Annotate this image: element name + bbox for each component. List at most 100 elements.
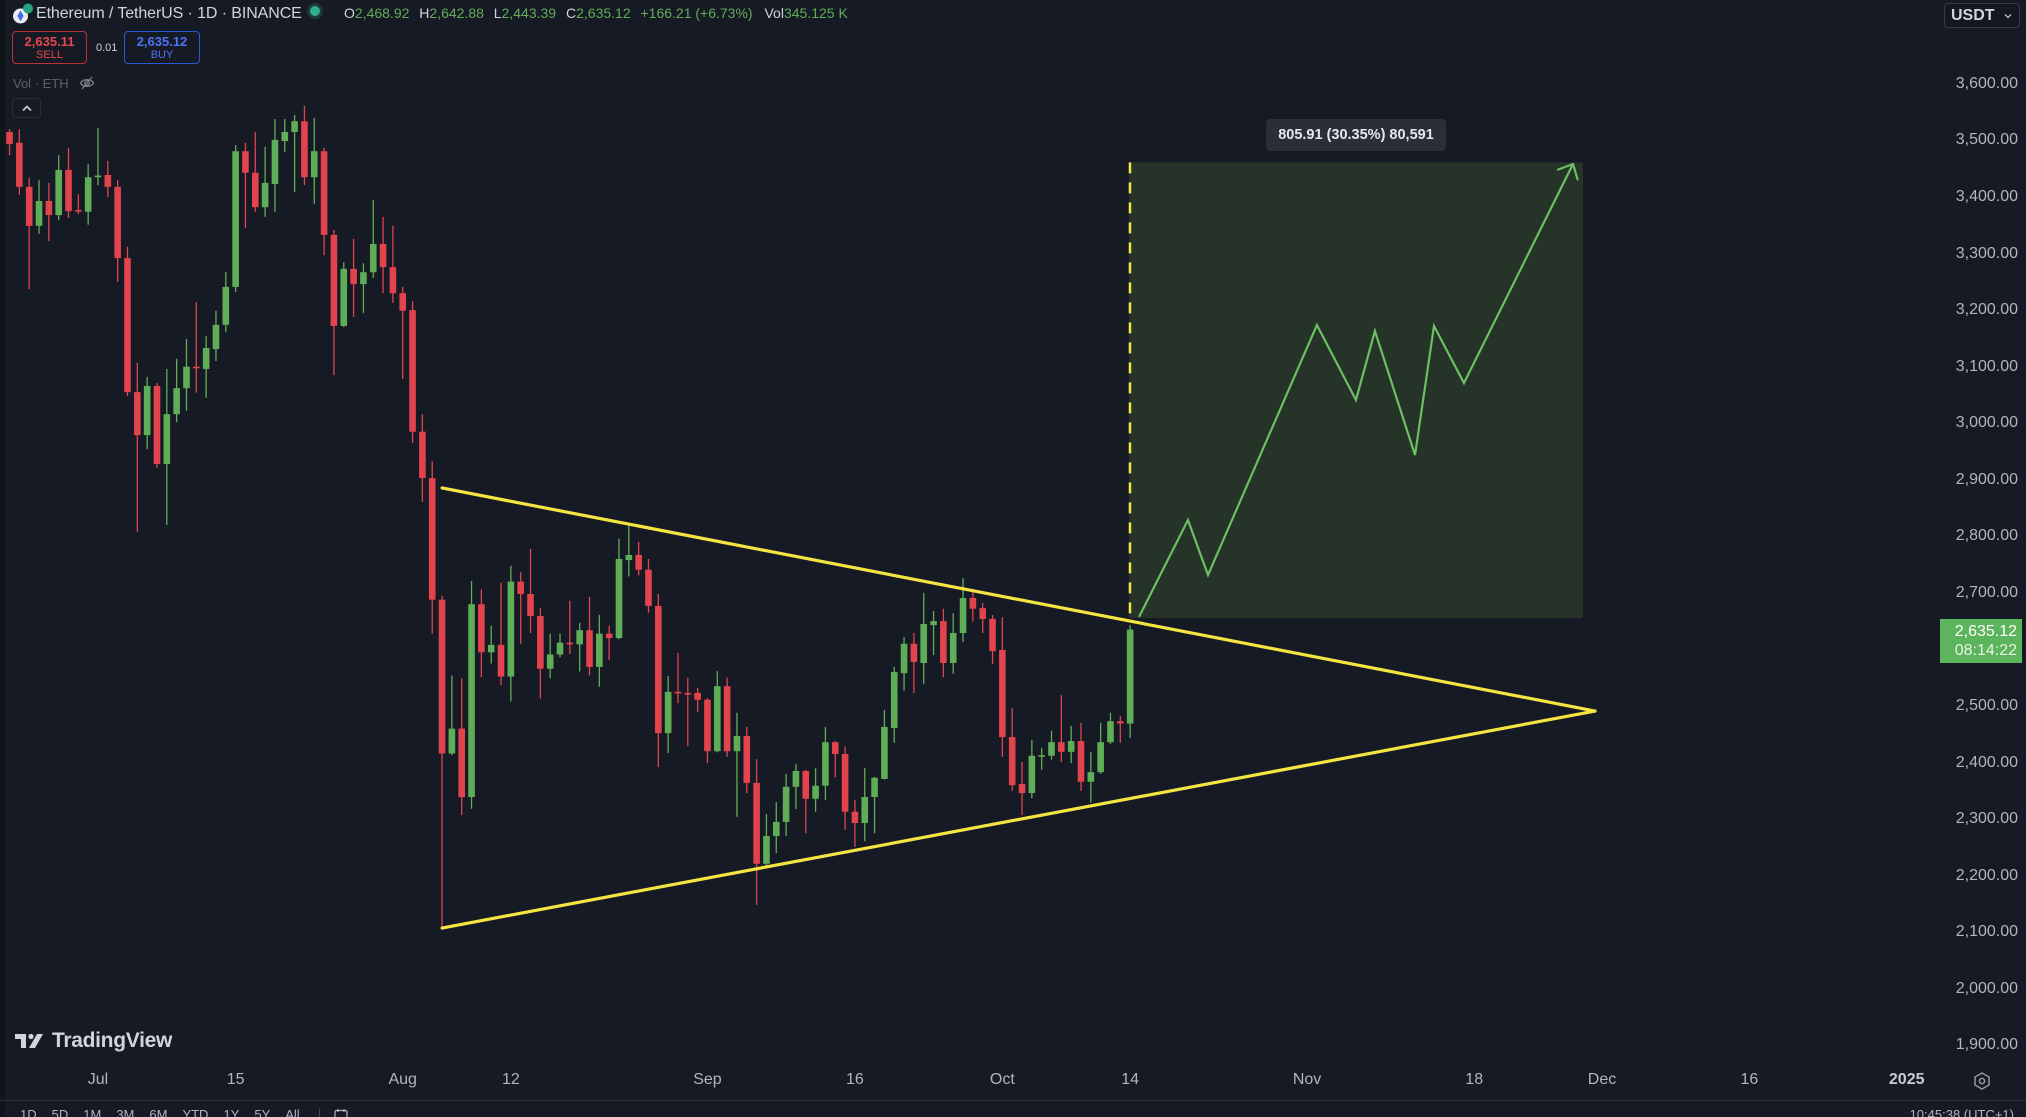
candle [792,764,800,809]
volume-indicator-legend[interactable]: Vol · ETH [13,75,95,91]
candle [55,155,62,221]
candle [753,759,760,906]
candle [16,129,23,195]
time-axis-label: Aug [388,1071,417,1088]
date-range-toolbar: 1D 5D 1M 3M 6M YTD 1Y 5Y All [20,1107,348,1117]
price-axis-label: 2,700.00 [1955,583,2018,601]
candle [1087,751,1095,803]
candle [743,726,751,794]
buy-price: 2,635.12 [136,34,188,49]
timezone-clock[interactable]: 10:45:38 (UTC+1) [1909,1107,2014,1117]
candle [517,571,524,644]
candle [704,698,711,764]
price-axis-label: 2,400.00 [1955,753,2018,771]
sell-button[interactable]: 2,635.11 SELL [12,31,87,64]
candle [153,383,161,468]
candle [419,414,426,502]
candle [173,358,180,423]
symbol-title[interactable]: Ethereum / TetherUS · 1D · BINANCE [36,5,302,22]
symbol-legend: Ethereum / TetherUS · 1D · BINANCE [12,3,302,25]
price-axis-label: 2,900.00 [1955,470,2018,488]
candle [822,726,829,800]
candle [949,613,957,674]
candle [448,675,456,756]
candle [1107,712,1114,744]
chevron-up-icon [21,105,32,112]
candle [723,677,731,757]
projection-range-box[interactable] [1128,162,1584,619]
candle [556,633,564,658]
candle [605,625,613,661]
candle [1077,722,1085,791]
candle [409,301,416,444]
candle [664,676,672,753]
candle [1018,761,1026,816]
candle [399,286,407,380]
tradingview-logo-text: TradingView [52,1029,173,1052]
axis-settings-icon[interactable] [1972,1071,1992,1091]
candle [242,142,249,229]
candle [812,768,819,812]
candle [183,338,190,411]
candle [301,105,308,186]
tradingview-logo[interactable]: TradingView [15,1029,172,1053]
range-5d[interactable]: 5D [51,1107,69,1117]
range-3m[interactable]: 3M [116,1107,135,1117]
projected-path-arrow[interactable] [1138,162,1579,618]
candle [733,712,741,817]
candle [438,595,446,928]
price-axis-label: 3,600.00 [1955,74,2018,92]
candle [674,652,682,704]
range-5y[interactable]: 5Y [254,1107,271,1117]
candle [330,229,338,376]
buy-label: BUY [150,49,174,61]
toolbar-divider [318,1107,320,1117]
candle [920,592,928,684]
calendar-icon[interactable] [334,1108,348,1117]
price-axis-label: 3,500.00 [1955,131,2018,149]
candle [281,118,289,152]
candle [979,603,987,634]
price-chart-plot[interactable] [0,0,1925,1063]
range-ytd[interactable]: YTD [182,1107,209,1117]
time-axis-label: Jul [87,1071,109,1088]
candle [291,115,298,192]
ethereum-logo-icon [12,3,34,25]
time-axis-label: 16 [846,1071,864,1088]
collapse-legend-button[interactable] [12,98,41,118]
candle [193,302,200,393]
range-1y[interactable]: 1Y [223,1107,240,1117]
candle [478,589,485,678]
candle [1028,739,1036,799]
range-1m[interactable]: 1M [83,1107,102,1117]
candle [772,802,780,854]
triangle-lower-trendline[interactable] [440,709,1597,930]
market-open-status-icon[interactable] [310,6,320,16]
candle [202,336,210,398]
last-price-value: 2,635.12 [1954,622,2017,640]
candle [969,591,977,622]
eye-off-icon[interactable] [79,75,95,91]
left-edge-strip [0,0,5,1117]
buy-button[interactable]: 2,635.12 BUY [124,31,200,64]
candle [487,625,495,664]
range-6m[interactable]: 6M [149,1107,168,1117]
range-all[interactable]: All [285,1107,300,1117]
triangle-upper-trendline[interactable] [440,486,1597,713]
price-range-measure-label[interactable]: 805.91 (30.35%) 80,591 [1266,119,1446,152]
range-1d[interactable]: 1D [20,1107,37,1117]
price-axis-label: 2,100.00 [1955,923,2018,941]
volume-value: 345.125 K [783,5,848,21]
time-axis-divider [0,1100,2026,1101]
candle [1126,625,1134,739]
currency-dropdown[interactable]: USDT [1944,3,2020,28]
candle [625,525,633,577]
price-axis-label: 3,200.00 [1955,301,2018,319]
candle [84,164,92,225]
candle [861,768,869,842]
candle [831,741,839,778]
volume-label: Vol [764,5,784,21]
candle [350,238,357,317]
candle [1048,730,1055,760]
